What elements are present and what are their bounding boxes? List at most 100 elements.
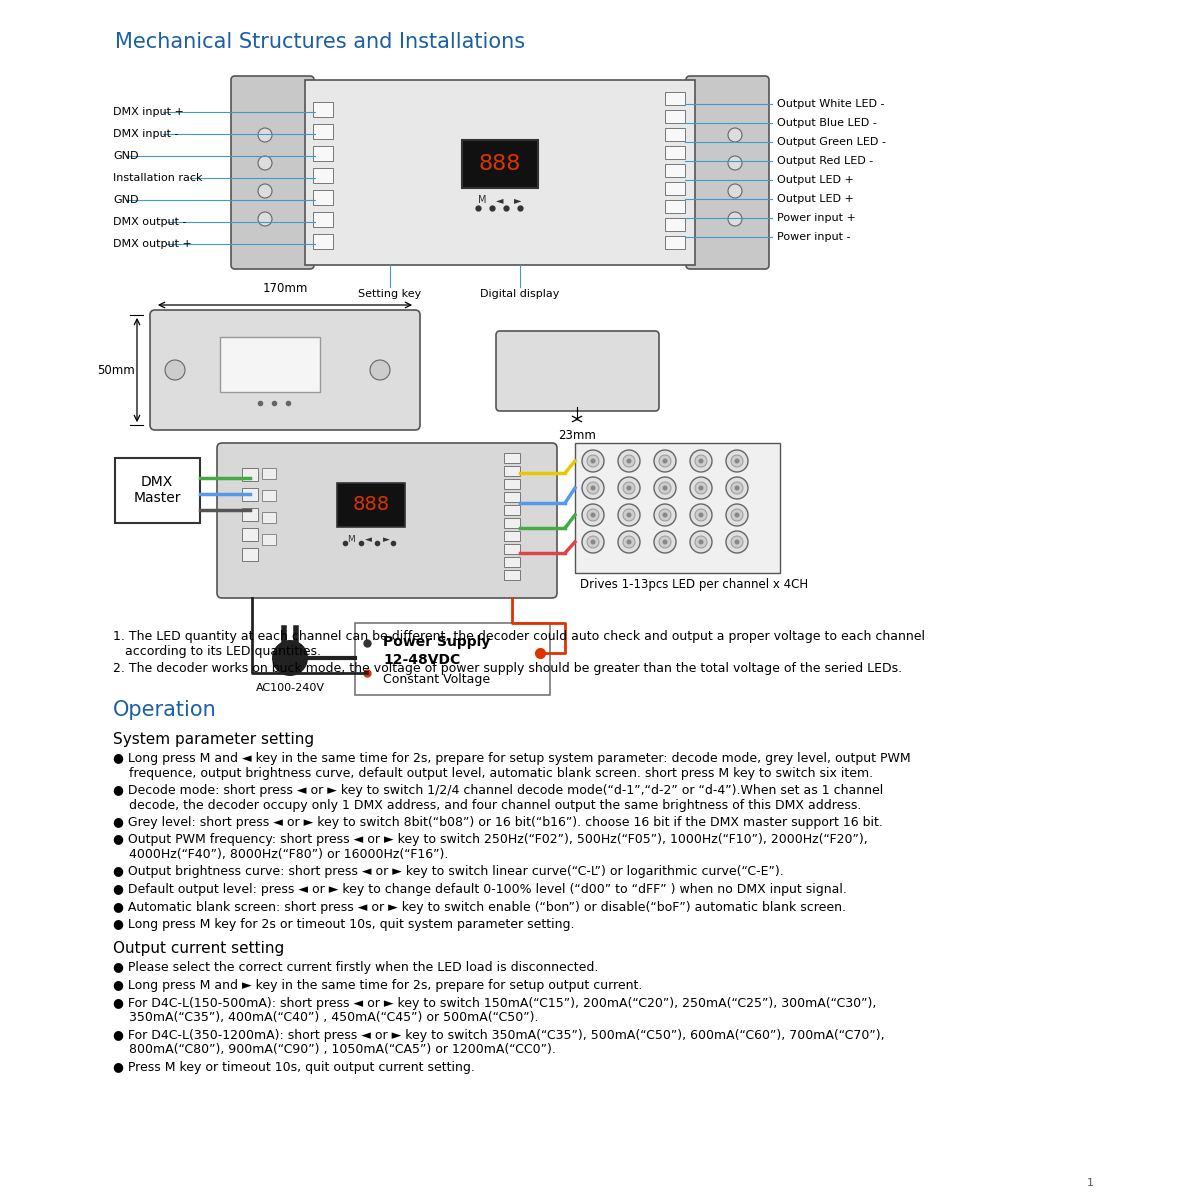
Bar	[115, 458, 200, 523]
Bar	[242, 488, 258, 502]
Text: AC100-240V: AC100-240V	[256, 683, 324, 692]
Circle shape	[698, 458, 703, 463]
Circle shape	[590, 512, 595, 517]
Circle shape	[695, 509, 707, 521]
Bar	[504, 530, 520, 541]
Bar	[665, 164, 685, 176]
Bar	[337, 482, 406, 527]
Circle shape	[582, 476, 604, 499]
Text: Output current setting: Output current setting	[113, 942, 284, 956]
Bar	[504, 544, 520, 554]
Text: DMX input +: DMX input +	[113, 107, 184, 116]
Bar	[262, 490, 276, 502]
Bar	[262, 512, 276, 523]
Text: ● Output brightness curve: short press ◄ or ► key to switch linear curve(“C-L”) : ● Output brightness curve: short press ◄…	[113, 865, 784, 878]
Text: DMX input -: DMX input -	[113, 128, 179, 139]
Circle shape	[734, 512, 739, 517]
Circle shape	[690, 476, 712, 499]
Text: 888: 888	[353, 496, 390, 515]
Circle shape	[659, 482, 671, 494]
Text: M: M	[347, 535, 355, 544]
Text: 800mA(“C80”), 900mA(“C90”) , 1050mA(“CA5”) or 1200mA(“CC0”).: 800mA(“C80”), 900mA(“C90”) , 1050mA(“CA5…	[121, 1043, 556, 1056]
Text: Drives 1-13pcs LED per channel x 4CH: Drives 1-13pcs LED per channel x 4CH	[580, 578, 808, 590]
Text: Installation rack: Installation rack	[113, 173, 203, 182]
Circle shape	[726, 530, 748, 553]
Circle shape	[659, 455, 671, 467]
Circle shape	[659, 509, 671, 521]
Text: M: M	[478, 194, 486, 205]
Text: ◄: ◄	[365, 535, 372, 544]
Bar	[262, 468, 276, 479]
Circle shape	[587, 482, 599, 494]
Text: ● Long press M and ◄ key in the same time for 2s, prepare for setup system param: ● Long press M and ◄ key in the same tim…	[113, 752, 911, 766]
Circle shape	[654, 504, 676, 526]
Circle shape	[582, 530, 604, 553]
Bar	[313, 234, 334, 248]
Text: frequence, output brightness curve, default output level, automatic blank screen: frequence, output brightness curve, defa…	[121, 767, 874, 780]
Text: ● Long press M and ► key in the same time for 2s, prepare for setup output curre: ● Long press M and ► key in the same tim…	[113, 979, 642, 992]
Circle shape	[258, 156, 272, 170]
Text: DMX output -: DMX output -	[113, 217, 186, 227]
Bar	[220, 337, 320, 392]
Circle shape	[690, 530, 712, 553]
Circle shape	[623, 536, 635, 548]
FancyBboxPatch shape	[496, 331, 659, 410]
Circle shape	[582, 504, 604, 526]
Text: Output LED +: Output LED +	[778, 175, 854, 185]
Bar	[665, 128, 685, 140]
Text: Power input -: Power input -	[778, 232, 851, 242]
Text: Digital display: Digital display	[480, 289, 559, 299]
Bar	[665, 92, 685, 104]
Text: ● For D4C-L(350-1200mA): short press ◄ or ► key to switch 350mA(“C35”), 500mA(“C: ● For D4C-L(350-1200mA): short press ◄ o…	[113, 1028, 884, 1042]
Text: GND: GND	[113, 194, 138, 205]
Text: Constant Voltage: Constant Voltage	[383, 673, 490, 686]
Text: 12-48VDC: 12-48VDC	[383, 653, 461, 667]
Circle shape	[272, 640, 308, 676]
Text: Operation: Operation	[113, 700, 217, 720]
Circle shape	[258, 128, 272, 142]
Bar	[313, 146, 334, 161]
Text: Power input +: Power input +	[778, 214, 856, 223]
Text: ● Output PWM frequency: short press ◄ or ► key to switch 250Hz(“F02”), 500Hz(“F0: ● Output PWM frequency: short press ◄ or…	[113, 834, 868, 846]
Bar	[313, 102, 334, 116]
Bar	[242, 548, 258, 560]
Bar	[665, 146, 685, 158]
Text: 1: 1	[1086, 1178, 1093, 1188]
Bar	[262, 534, 276, 545]
Text: Output Blue LED -: Output Blue LED -	[778, 118, 877, 128]
Circle shape	[166, 360, 185, 380]
Bar	[504, 452, 520, 463]
Circle shape	[695, 482, 707, 494]
FancyBboxPatch shape	[150, 310, 420, 430]
Circle shape	[626, 512, 631, 517]
Bar	[313, 190, 334, 205]
Circle shape	[690, 450, 712, 472]
Circle shape	[258, 184, 272, 198]
Circle shape	[728, 156, 742, 170]
Text: 888: 888	[479, 154, 521, 174]
Bar	[665, 236, 685, 248]
Text: DMX output +: DMX output +	[113, 239, 192, 248]
Circle shape	[618, 504, 640, 526]
Circle shape	[623, 509, 635, 521]
Text: ● Grey level: short press ◄ or ► key to switch 8bit(“b08”) or 16 bit(“b16”). cho: ● Grey level: short press ◄ or ► key to …	[113, 816, 883, 829]
Bar	[665, 218, 685, 230]
Bar	[504, 518, 520, 528]
Circle shape	[734, 540, 739, 545]
Circle shape	[734, 458, 739, 463]
Circle shape	[662, 458, 667, 463]
Bar	[504, 492, 520, 502]
Circle shape	[695, 455, 707, 467]
Circle shape	[728, 212, 742, 226]
Circle shape	[731, 536, 743, 548]
Circle shape	[590, 540, 595, 545]
Text: Output White LED -: Output White LED -	[778, 98, 884, 109]
Bar	[313, 124, 334, 139]
Circle shape	[731, 455, 743, 467]
Circle shape	[618, 476, 640, 499]
Circle shape	[623, 482, 635, 494]
Circle shape	[623, 455, 635, 467]
Text: ● For D4C-L(150-500mA): short press ◄ or ► key to switch 150mA(“C15”), 200mA(“C2: ● For D4C-L(150-500mA): short press ◄ or…	[113, 996, 876, 1009]
Text: Output Green LED -: Output Green LED -	[778, 137, 886, 146]
Text: System parameter setting: System parameter setting	[113, 732, 314, 746]
